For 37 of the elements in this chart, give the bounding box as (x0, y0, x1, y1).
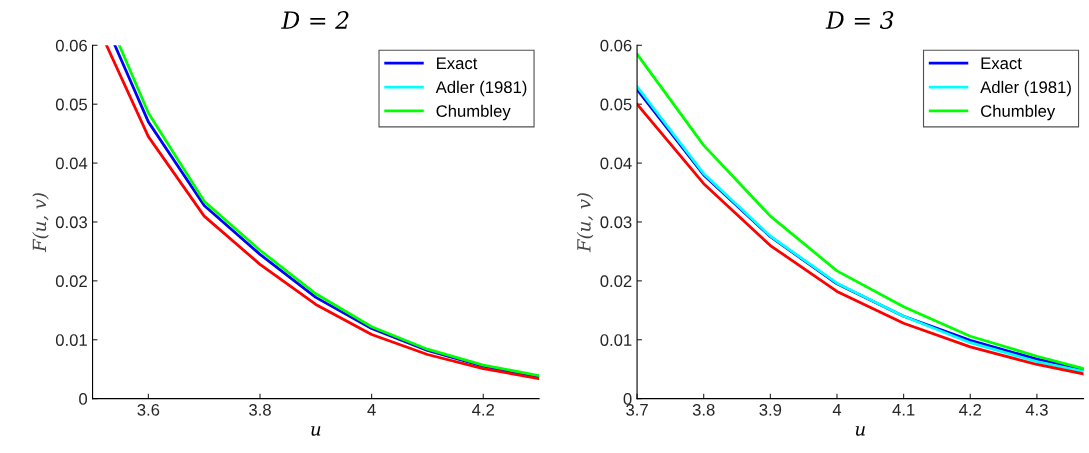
chart-title: D = 3 (825, 11, 894, 29)
y-axis-title: F(u, v) (576, 193, 594, 253)
legend-label: Chumbley (981, 104, 1056, 121)
y-tick-label: 0.03 (55, 216, 87, 229)
y-tick-label: 0.02 (55, 275, 87, 288)
legend-label: Adler (1981) (980, 80, 1071, 97)
y-tick-label: 0.05 (600, 98, 632, 111)
y-tick-label: 0.01 (55, 334, 87, 346)
x-tick-label: 4.2 (959, 403, 982, 416)
y-tick-label: 0.02 (600, 275, 632, 288)
x-tick-label: 3.6 (137, 403, 160, 416)
chart-title: D = 2 (281, 11, 349, 29)
x-tick-label: 3.9 (759, 403, 782, 416)
x-tick-label: 3.8 (692, 403, 715, 416)
y-tick-label: 0.01 (600, 334, 632, 346)
y-tick-label: 0.03 (600, 216, 632, 229)
y-tick-label: 0.06 (600, 39, 632, 52)
legend-label: Exact (981, 57, 1022, 70)
x-axis-title: u (855, 426, 865, 436)
y-axis-title: F(u, v) (32, 193, 49, 253)
legend-label: Chumbley (436, 104, 511, 121)
y-tick-label: 0.06 (55, 39, 87, 52)
legend-label: Adler (1981) (435, 80, 527, 97)
legend-label: Exact (437, 57, 478, 70)
y-tick-label: 0.05 (55, 98, 88, 111)
x-tick-label: 3.7 (626, 403, 648, 416)
x-tick-label: 4.3 (1025, 403, 1048, 416)
y-tick-label: 0 (79, 393, 88, 405)
x-tick-label: 4.2 (472, 403, 494, 416)
x-tick-label: 3.8 (249, 403, 271, 416)
x-axis-title: u (311, 426, 321, 436)
y-tick-label: 0.04 (600, 157, 632, 170)
y-tick-label: 0.04 (55, 157, 88, 170)
x-tick-label: 4 (367, 404, 376, 416)
y-tick-label: 0 (623, 393, 632, 405)
x-tick-label: 4 (832, 404, 842, 416)
x-tick-label: 4.1 (892, 404, 915, 416)
